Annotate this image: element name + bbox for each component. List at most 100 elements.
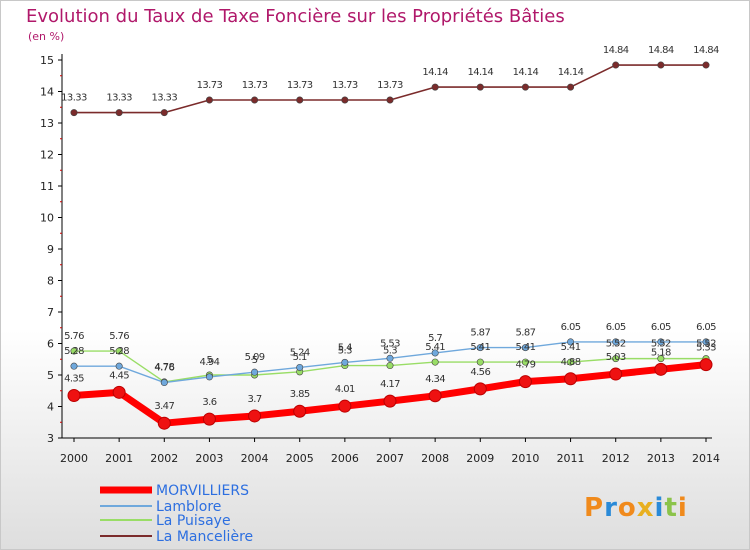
x-tick-label: 2010 bbox=[511, 452, 539, 465]
data-label: 5.53 bbox=[380, 338, 400, 349]
data-point bbox=[609, 367, 623, 381]
data-label: 5.41 bbox=[561, 342, 581, 353]
data-point bbox=[699, 358, 713, 372]
data-point bbox=[383, 394, 397, 408]
data-label: 5.3 bbox=[383, 346, 397, 357]
y-tick-label: 9 bbox=[47, 243, 54, 256]
data-label: 5.76 bbox=[64, 331, 84, 342]
data-label: 5.03 bbox=[606, 352, 626, 363]
series-1 bbox=[70, 338, 710, 387]
data-label: 14.14 bbox=[558, 67, 584, 78]
data-point bbox=[293, 404, 307, 418]
data-point bbox=[296, 96, 304, 104]
y-tick-label: 8 bbox=[47, 275, 54, 288]
y-tick-label: 11 bbox=[40, 180, 54, 193]
data-point bbox=[518, 375, 532, 389]
data-label: 5.4 bbox=[338, 342, 352, 353]
y-tick-label: 14 bbox=[40, 86, 54, 99]
data-point bbox=[657, 355, 665, 363]
y-tick-label: 10 bbox=[40, 212, 54, 225]
data-label: 13.33 bbox=[151, 93, 177, 104]
data-point bbox=[431, 358, 439, 366]
data-label: 5.28 bbox=[64, 346, 84, 357]
x-tick-label: 2013 bbox=[647, 452, 675, 465]
x-tick-label: 2003 bbox=[195, 452, 223, 465]
y-tick-label: 7 bbox=[47, 306, 54, 319]
x-tick-label: 2012 bbox=[602, 452, 630, 465]
data-label: 5.18 bbox=[651, 347, 671, 358]
data-label: 5.28 bbox=[109, 346, 129, 357]
data-label: 4.35 bbox=[64, 373, 84, 384]
data-label: 5.33 bbox=[696, 343, 716, 354]
x-tick-label: 2004 bbox=[241, 452, 269, 465]
data-point bbox=[476, 358, 484, 366]
data-label: 5.76 bbox=[109, 331, 129, 342]
chart-subtitle: (en %) bbox=[28, 30, 64, 43]
data-label: 5.41 bbox=[515, 342, 535, 353]
data-label: 4.79 bbox=[515, 360, 535, 371]
x-tick-label: 2008 bbox=[421, 452, 449, 465]
x-tick-label: 2014 bbox=[692, 452, 720, 465]
data-label: 4.76 bbox=[154, 363, 174, 374]
data-point bbox=[702, 61, 710, 69]
data-label: 5.52 bbox=[696, 339, 716, 350]
chart-axes: 3 4 5 6 7 8 9 10 11 12 13 14 15 2000 2001 2002 2003 2004 2… bbox=[40, 54, 720, 465]
data-label: 4.45 bbox=[109, 370, 129, 381]
data-label: 5.24 bbox=[290, 347, 310, 358]
series-0 bbox=[67, 358, 713, 430]
data-label: 5.87 bbox=[470, 328, 490, 339]
data-point bbox=[202, 412, 216, 426]
data-label: 6.05 bbox=[606, 322, 626, 333]
data-label: 14.14 bbox=[513, 67, 539, 78]
data-point bbox=[521, 83, 529, 91]
x-tick-label: 2009 bbox=[466, 452, 494, 465]
data-label: 4.56 bbox=[470, 367, 490, 378]
data-label: 13.73 bbox=[377, 80, 403, 91]
x-tick-label: 2005 bbox=[286, 452, 314, 465]
data-label: 3.6 bbox=[202, 397, 216, 408]
data-point bbox=[338, 399, 352, 413]
data-label: 13.33 bbox=[61, 93, 87, 104]
legend-item: Lamblore bbox=[100, 499, 221, 515]
data-point bbox=[115, 347, 123, 355]
data-point bbox=[70, 347, 78, 355]
legend-label: La Mancelière bbox=[156, 529, 253, 545]
series-3 bbox=[70, 61, 710, 117]
data-point bbox=[386, 362, 394, 370]
data-label: 5 bbox=[207, 355, 213, 366]
data-point bbox=[160, 109, 168, 117]
data-point bbox=[473, 382, 487, 396]
data-label: 4.88 bbox=[561, 357, 581, 368]
x-tick-label: 2006 bbox=[331, 452, 359, 465]
data-point bbox=[567, 338, 575, 346]
data-point bbox=[115, 362, 123, 370]
data-label: 5.87 bbox=[515, 328, 535, 339]
data-label: 4.01 bbox=[335, 384, 355, 395]
data-label: 5.09 bbox=[245, 352, 265, 363]
data-point bbox=[612, 61, 620, 69]
logo-text: Proxiti bbox=[584, 493, 688, 523]
y-tick-label: 6 bbox=[47, 338, 54, 351]
data-point bbox=[612, 338, 620, 346]
legend-label: Lamblore bbox=[156, 499, 221, 515]
data-label: 13.73 bbox=[332, 80, 358, 91]
data-label: 5.52 bbox=[606, 339, 626, 350]
data-label: 6.05 bbox=[651, 322, 671, 333]
data-point bbox=[251, 368, 259, 376]
legend-item: La Puisaye bbox=[100, 513, 231, 529]
data-label: 14.84 bbox=[693, 45, 719, 56]
data-point bbox=[428, 389, 442, 403]
legend-label: MORVILLIERS bbox=[156, 483, 249, 499]
data-point bbox=[386, 354, 394, 362]
data-point bbox=[657, 338, 665, 346]
data-point bbox=[112, 385, 126, 399]
data-point bbox=[70, 109, 78, 117]
data-point bbox=[67, 388, 81, 402]
data-point bbox=[115, 109, 123, 117]
legend-item: La Mancelière bbox=[100, 529, 253, 545]
data-label: 4.17 bbox=[380, 379, 400, 390]
data-label: 5.1 bbox=[293, 352, 307, 363]
data-point bbox=[564, 372, 578, 386]
